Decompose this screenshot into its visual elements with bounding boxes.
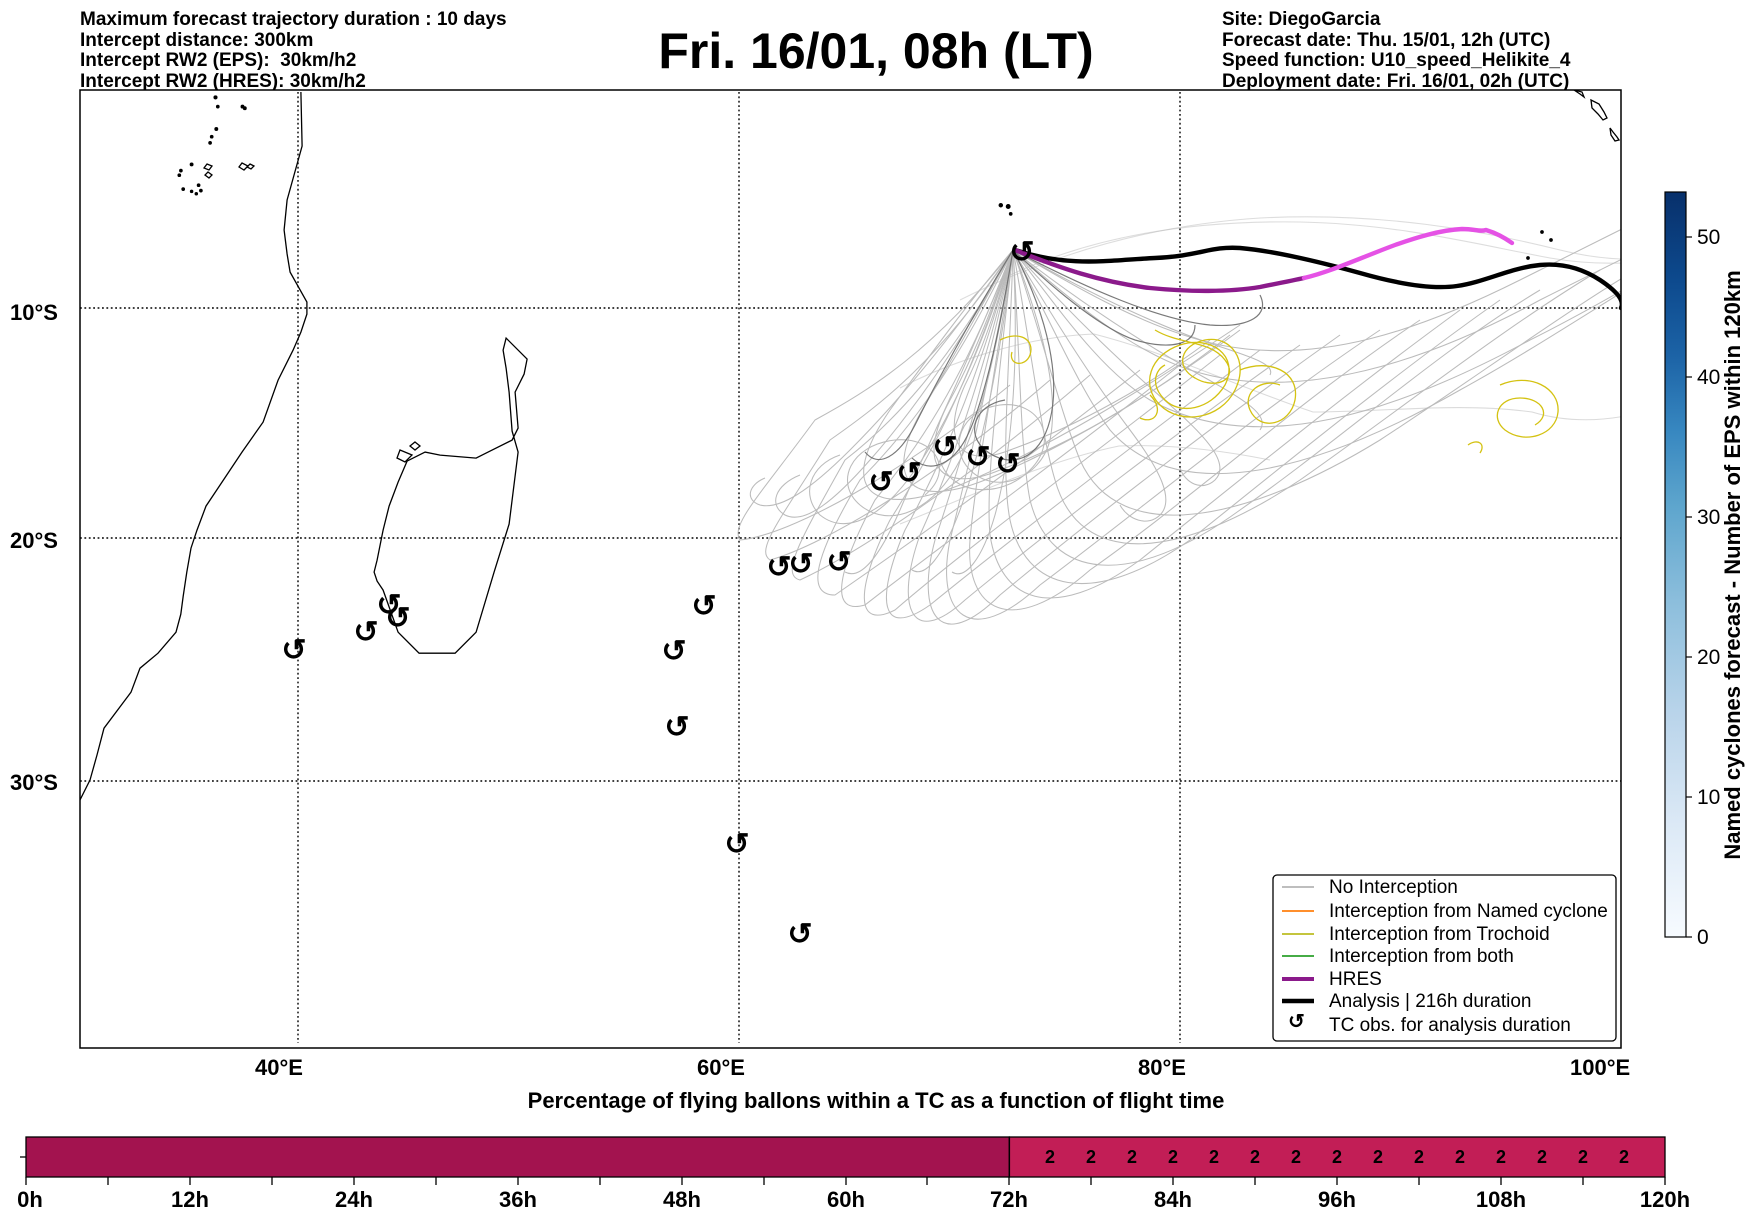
svg-text:0h: 0h xyxy=(17,1187,43,1212)
svg-text:2: 2 xyxy=(1332,1147,1342,1167)
svg-text:2: 2 xyxy=(1496,1147,1506,1167)
svg-text:72h: 72h xyxy=(990,1187,1028,1212)
svg-text:2: 2 xyxy=(1045,1147,1055,1167)
svg-text:12h: 12h xyxy=(171,1187,209,1212)
svg-text:2: 2 xyxy=(1168,1147,1178,1167)
svg-text:48h: 48h xyxy=(663,1187,701,1212)
svg-text:84h: 84h xyxy=(1154,1187,1192,1212)
svg-text:Percentage of flying ballons w: Percentage of flying ballons within a TC… xyxy=(528,1088,1225,1113)
svg-text:36h: 36h xyxy=(499,1187,537,1212)
svg-text:120h: 120h xyxy=(1640,1187,1690,1212)
svg-text:2: 2 xyxy=(1086,1147,1096,1167)
svg-text:2: 2 xyxy=(1291,1147,1301,1167)
svg-text:24h: 24h xyxy=(335,1187,373,1212)
svg-text:2: 2 xyxy=(1250,1147,1260,1167)
svg-text:60h: 60h xyxy=(827,1187,865,1212)
svg-text:2: 2 xyxy=(1455,1147,1465,1167)
svg-text:2: 2 xyxy=(1619,1147,1629,1167)
svg-text:2: 2 xyxy=(1373,1147,1383,1167)
svg-text:2: 2 xyxy=(1537,1147,1547,1167)
svg-text:2: 2 xyxy=(1127,1147,1137,1167)
svg-text:2: 2 xyxy=(1209,1147,1219,1167)
svg-text:2: 2 xyxy=(1578,1147,1588,1167)
svg-text:2: 2 xyxy=(1414,1147,1424,1167)
svg-text:108h: 108h xyxy=(1476,1187,1526,1212)
svg-text:96h: 96h xyxy=(1318,1187,1356,1212)
